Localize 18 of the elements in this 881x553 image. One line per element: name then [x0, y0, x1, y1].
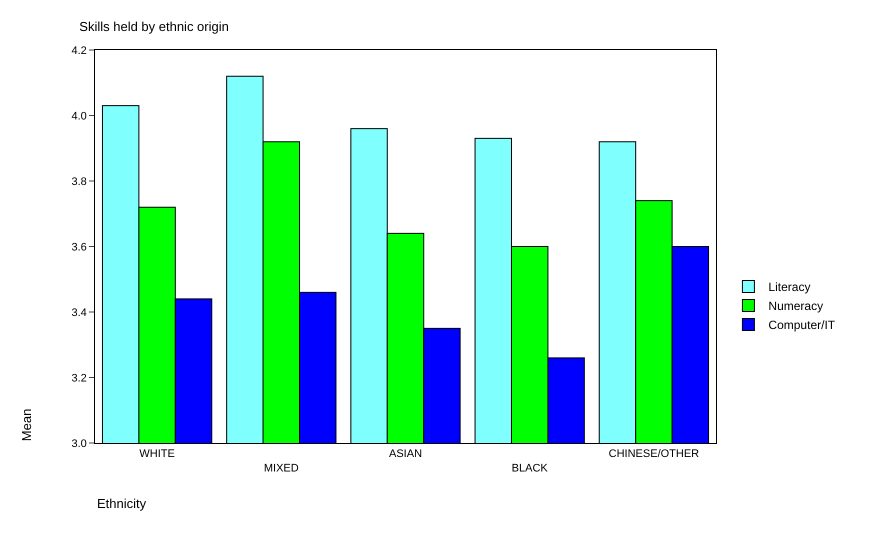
- x-tick-label: WHITE: [139, 448, 175, 460]
- y-tick-label: 3.4: [72, 306, 87, 319]
- x-tick-label: MIXED: [264, 462, 299, 474]
- y-tick-label: 4.0: [72, 110, 87, 122]
- y-tick-label: 3.0: [72, 438, 87, 450]
- y-tick-label: 3.2: [72, 372, 87, 384]
- y-tick-label: 3.6: [72, 241, 87, 254]
- legend-label: Literacy: [768, 280, 810, 294]
- legend-label: Numeracy: [768, 299, 824, 314]
- x-tick-label: CHINESE/OTHER: [608, 448, 700, 460]
- y-tick-label: 4.2: [72, 44, 87, 57]
- x-axis-title: Ethnicity: [97, 496, 147, 511]
- legend-label: Computer/IT: [768, 318, 836, 332]
- y-tick-label: 3.8: [72, 176, 87, 188]
- y-axis-title: Mean: [19, 408, 34, 442]
- x-tick-label: BLACK: [512, 462, 548, 474]
- x-tick-label: ASIAN: [388, 448, 422, 460]
- chart-title: Skills held by ethnic origin: [79, 19, 229, 34]
